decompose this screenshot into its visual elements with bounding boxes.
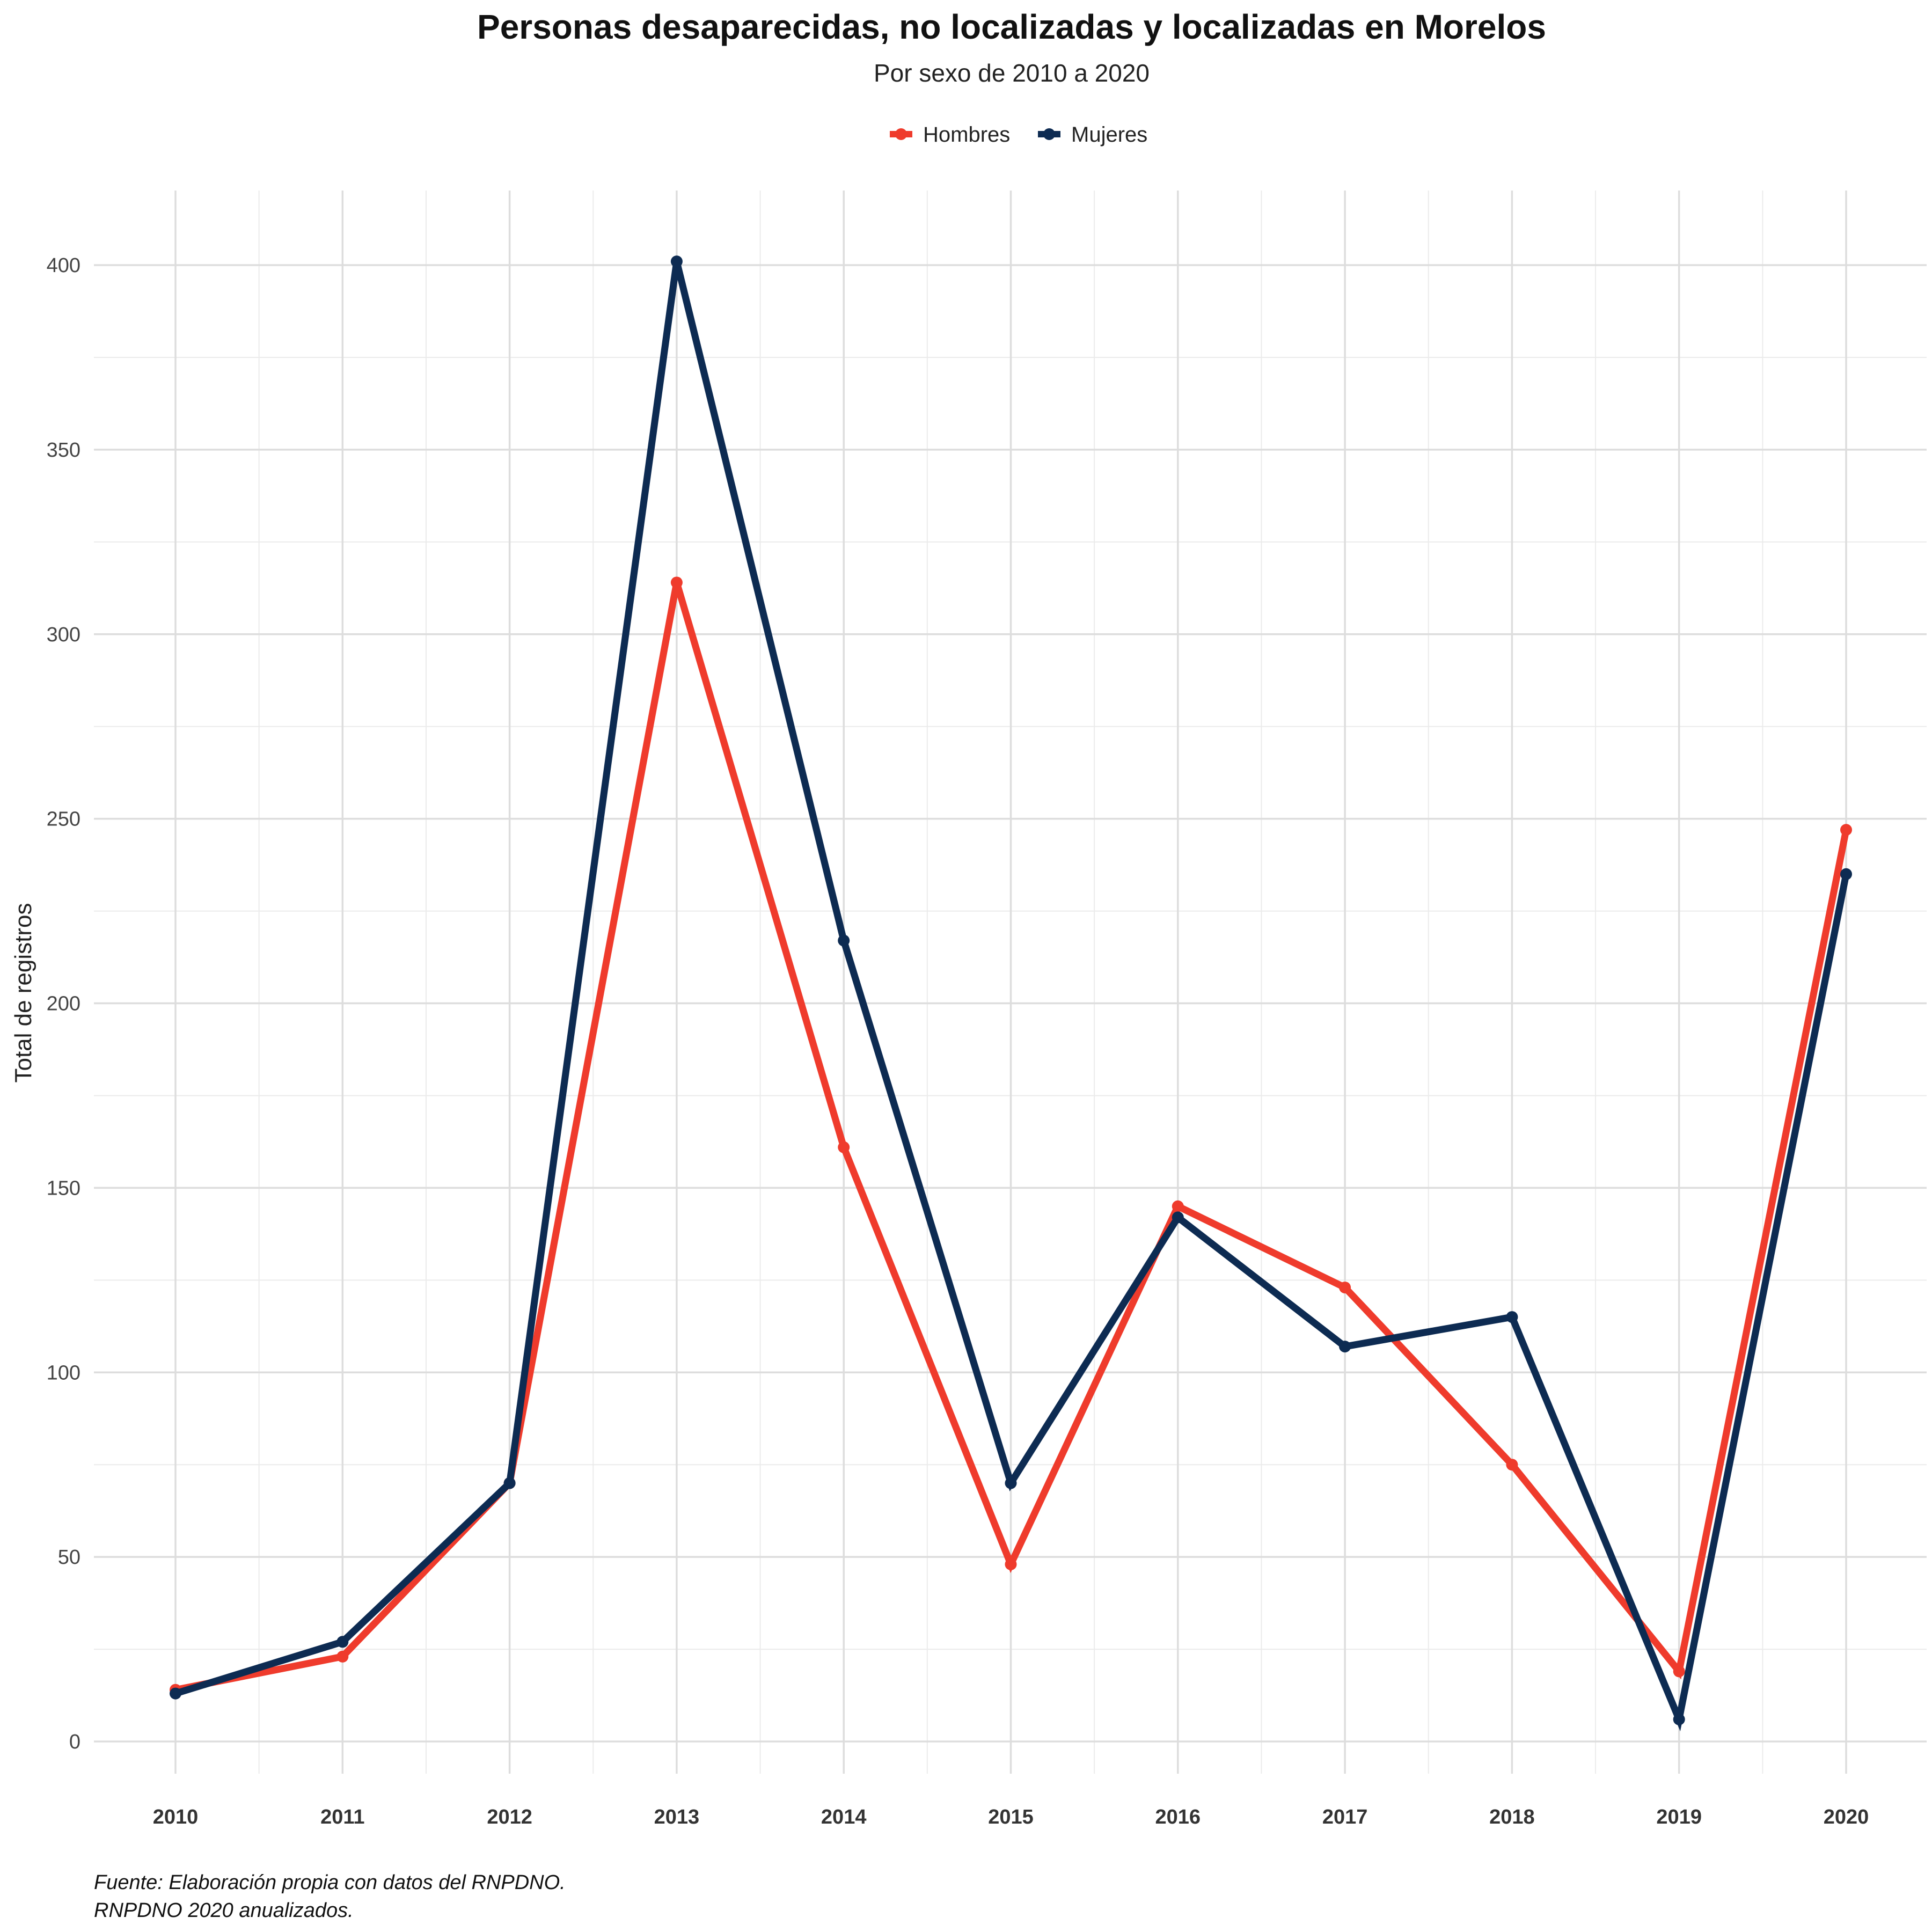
x-tick-label: 2012 <box>487 1806 532 1828</box>
y-tick-label: 400 <box>47 254 80 277</box>
data-point-mujeres <box>1005 1477 1017 1489</box>
x-tick-label: 2013 <box>654 1806 700 1828</box>
data-point-mujeres <box>1840 868 1852 880</box>
y-tick-label: 300 <box>47 624 80 646</box>
data-point-mujeres <box>336 1636 349 1648</box>
y-tick-label: 200 <box>47 993 80 1015</box>
x-axis-ticks: 2010 2011 2012 2013 2014 2015 2016 2017 2018 2019… <box>153 1806 1869 1828</box>
legend-label: Mujeres <box>1071 123 1147 147</box>
y-tick-label: 100 <box>47 1362 80 1384</box>
data-point-hombres <box>1005 1558 1017 1570</box>
x-tick-label: 2017 <box>1322 1806 1368 1828</box>
legend-key-point <box>1043 128 1055 140</box>
data-point-mujeres <box>838 934 850 947</box>
y-axis-label: Total de registros <box>10 903 36 1082</box>
data-point-hombres <box>1339 1282 1351 1294</box>
data-point-mujeres <box>1172 1211 1184 1224</box>
data-point-hombres <box>1172 1200 1184 1212</box>
y-tick-label: 250 <box>47 808 80 831</box>
data-point-hombres <box>1506 1459 1518 1471</box>
data-point-hombres <box>670 576 683 589</box>
data-point-mujeres <box>670 255 683 268</box>
data-point-mujeres <box>1339 1341 1351 1353</box>
x-tick-label: 2011 <box>320 1806 364 1828</box>
chart-subtitle: Por sexo de 2010 a 2020 <box>874 59 1150 87</box>
data-point-mujeres <box>1506 1311 1518 1323</box>
data-point-mujeres <box>503 1477 516 1489</box>
data-point-hombres <box>838 1141 850 1153</box>
y-tick-label: 350 <box>47 439 80 462</box>
x-tick-label: 2018 <box>1489 1806 1535 1828</box>
data-point-mujeres <box>170 1687 181 1700</box>
y-tick-label: 0 <box>69 1731 80 1753</box>
x-tick-label: 2010 <box>153 1806 199 1828</box>
data-point-hombres <box>1840 824 1852 836</box>
x-tick-label: 2019 <box>1656 1806 1702 1828</box>
caption-line-1: Fuente: Elaboración propia con datos del… <box>94 1871 566 1894</box>
series-group <box>170 255 1852 1732</box>
x-tick-label: 2015 <box>988 1806 1034 1828</box>
x-tick-label: 2016 <box>1155 1806 1201 1828</box>
legend-key-point <box>895 128 907 140</box>
legend-label: Hombres <box>923 123 1010 147</box>
data-point-hombres <box>1673 1665 1685 1678</box>
legend: Hombres Mujeres <box>890 123 1147 147</box>
x-tick-label: 2014 <box>821 1806 867 1828</box>
grid <box>94 191 1927 1774</box>
y-tick-label: 150 <box>47 1177 80 1199</box>
data-point-mujeres <box>1673 1713 1685 1725</box>
x-tick-label: 2020 <box>1824 1806 1869 1828</box>
chart-title: Personas desaparecidas, no localizadas y… <box>477 8 1546 46</box>
y-tick-label: 50 <box>58 1546 80 1569</box>
data-point-hombres <box>336 1650 349 1663</box>
caption-line-2: RNPDNO 2020 anualizados. <box>94 1899 354 1922</box>
y-axis-ticks: 0 50 100 150 200 250 300 350 400 <box>47 254 80 1753</box>
